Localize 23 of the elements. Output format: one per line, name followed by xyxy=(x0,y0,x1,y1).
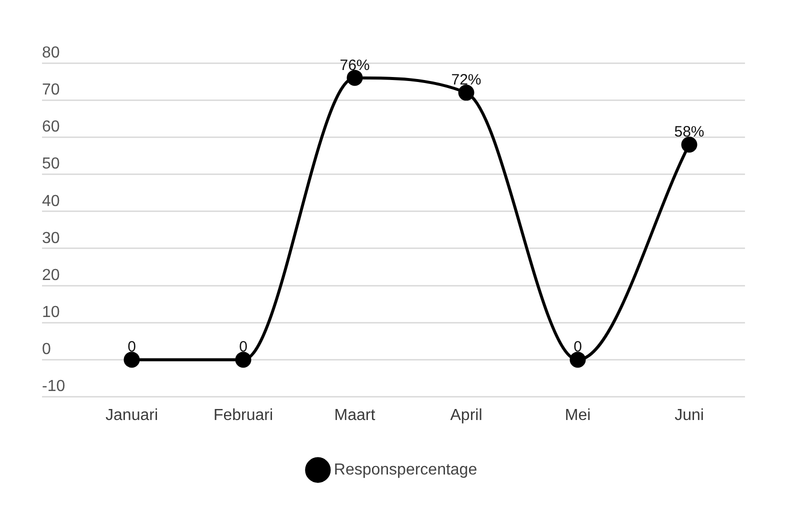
data-label: 58% xyxy=(674,124,704,141)
y-tick-label: 40 xyxy=(42,192,60,210)
x-tick-label: Januari xyxy=(106,406,158,424)
x-tick-label: Maart xyxy=(334,406,376,424)
y-tick-label: 50 xyxy=(42,156,60,173)
data-label: 76% xyxy=(340,56,370,74)
data-label: 0 xyxy=(128,338,136,356)
y-tick-label: -10 xyxy=(42,378,66,396)
y-tick-label: 60 xyxy=(42,118,60,136)
y-tick-label: 80 xyxy=(42,44,60,62)
data-label: 72% xyxy=(451,72,482,89)
x-tick-label: Februari xyxy=(213,406,274,424)
y-tick-label: 10 xyxy=(42,304,60,322)
data-label: 0 xyxy=(574,338,582,356)
x-tick-label: Mei xyxy=(564,406,591,424)
x-tick-label: Juni xyxy=(674,406,704,424)
y-tick-label: 0 xyxy=(42,341,51,358)
y-tick-label: 30 xyxy=(42,230,60,247)
y-tick-label: 70 xyxy=(42,81,60,98)
x-tick-label: April xyxy=(450,406,482,424)
data-label: 0 xyxy=(239,338,248,356)
legend-label: Responspercentage xyxy=(334,461,478,478)
y-tick-label: 20 xyxy=(42,266,60,284)
